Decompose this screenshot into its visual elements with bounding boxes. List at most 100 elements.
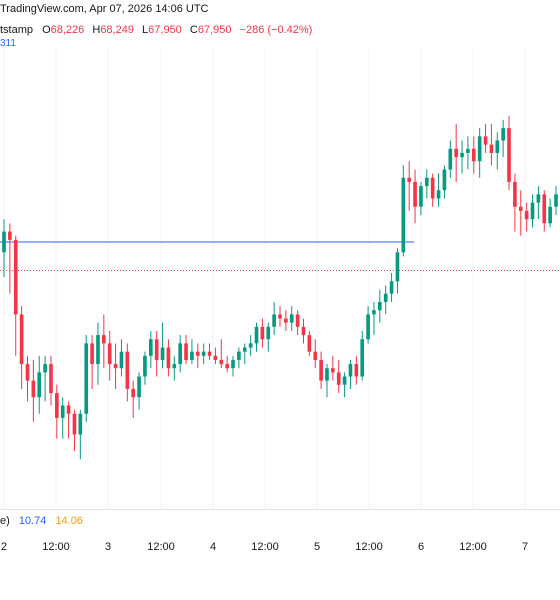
candle-body <box>190 351 194 360</box>
candle <box>242 343 247 365</box>
candle-body <box>237 351 241 360</box>
candle <box>395 248 400 294</box>
candle-body <box>495 140 500 153</box>
x-tick-label: 12:00 <box>459 541 487 553</box>
candle-body <box>84 343 89 414</box>
candle <box>107 330 112 381</box>
candle-body <box>307 335 312 352</box>
candle-body <box>201 351 206 356</box>
candle-body <box>448 148 453 170</box>
candle <box>66 401 71 439</box>
candle <box>448 140 453 178</box>
candle <box>213 347 218 365</box>
x-tick-label: 12:00 <box>147 541 175 553</box>
candle <box>313 339 318 369</box>
candle <box>424 169 429 199</box>
symbol-label[interactable]: tstamp <box>0 24 34 36</box>
open-value: 68,226 <box>50 24 85 36</box>
candle <box>49 355 53 406</box>
candle <box>372 301 376 336</box>
candle-body <box>389 281 394 294</box>
candle <box>407 161 412 211</box>
indicator-value-a: 10.74 <box>18 515 47 527</box>
candle <box>60 397 65 439</box>
candle <box>125 343 130 402</box>
candle-body <box>113 364 118 369</box>
candle-body <box>8 231 12 240</box>
candle-body <box>78 413 83 435</box>
candle-body <box>331 368 335 373</box>
candle-body <box>407 177 412 182</box>
candle <box>348 359 353 389</box>
candle <box>413 169 417 224</box>
candle-body <box>336 372 341 385</box>
candle-body <box>442 169 447 191</box>
candle-body <box>178 343 182 365</box>
candle-body <box>424 177 429 187</box>
candle-body <box>55 393 59 418</box>
candle <box>331 355 335 381</box>
candle <box>419 181 423 216</box>
chart-header: TradingView.com, Apr 07, 2026 14:06 UTC … <box>0 0 560 49</box>
candle-body <box>13 239 18 315</box>
candle <box>301 318 306 344</box>
source-line: TradingView.com, Apr 07, 2026 14:06 UTC <box>0 3 209 15</box>
candle-body <box>530 202 535 220</box>
candle-body <box>436 190 441 199</box>
indicator-label[interactable]: e) <box>0 515 10 527</box>
ohlc-values: O68,226 H68,249 L67,950 C67,950 −286 (−0… <box>42 24 312 36</box>
candle <box>184 335 188 365</box>
x-tick-label: 5 <box>313 541 321 553</box>
candle <box>207 343 212 360</box>
candle <box>248 335 253 356</box>
candle-body <box>518 206 523 211</box>
candle-body <box>49 364 53 394</box>
candle-body <box>172 364 177 369</box>
candle <box>231 355 235 377</box>
candle <box>536 186 541 220</box>
time-axis[interactable]: 2 12:00 3 12:00 4 12:00 5 12:00 6 12:00 7 <box>0 512 560 600</box>
candle <box>201 343 206 365</box>
candle-body <box>66 405 71 414</box>
candle <box>430 173 435 207</box>
candle <box>466 136 470 170</box>
candle-body <box>342 376 347 385</box>
source-text: TradingView.com, Apr 07, 2026 14:06 UTC <box>0 3 209 15</box>
candle <box>542 190 547 232</box>
x-tick-label: 12:00 <box>251 541 279 553</box>
candlestick-chart[interactable] <box>0 48 560 510</box>
candle-body <box>72 413 77 435</box>
candle-body <box>454 148 458 158</box>
candle <box>178 335 182 373</box>
high-value: 68,249 <box>100 24 134 36</box>
candle <box>78 409 83 460</box>
candle-body <box>325 368 329 381</box>
candle <box>237 347 241 369</box>
candle-body <box>148 339 153 356</box>
candle-body <box>60 405 65 418</box>
candle <box>530 194 535 228</box>
candle-body <box>372 310 376 315</box>
candle <box>90 335 94 389</box>
candle-body <box>501 128 505 141</box>
candle-body <box>166 347 171 369</box>
close-key: C <box>189 24 198 36</box>
candle <box>260 318 265 348</box>
candle-body <box>378 301 382 311</box>
candle <box>225 355 229 373</box>
candle <box>119 339 124 377</box>
candle <box>148 330 153 369</box>
candle <box>507 115 511 191</box>
candle <box>454 123 458 182</box>
candle <box>154 330 159 377</box>
candle-body <box>430 177 435 199</box>
candle <box>25 355 30 402</box>
candle-body <box>419 186 423 207</box>
candle-body <box>160 347 165 360</box>
candle <box>113 343 118 389</box>
candle <box>84 335 89 423</box>
candle <box>495 132 500 170</box>
high-key: H <box>92 24 101 36</box>
x-tick-label: 6 <box>417 541 425 553</box>
candle <box>2 219 6 278</box>
